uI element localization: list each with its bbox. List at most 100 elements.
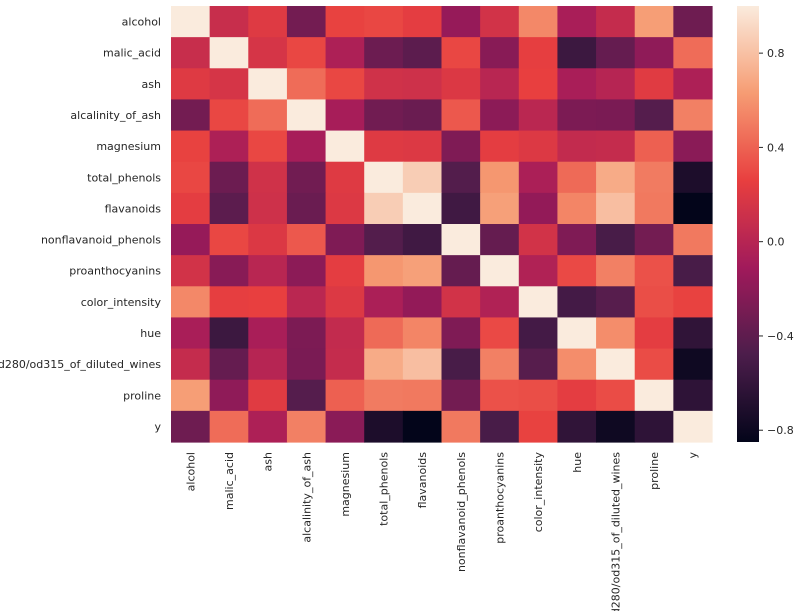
heatmap-cell	[596, 255, 636, 287]
heatmap-cell	[634, 379, 674, 412]
heatmap-cell	[557, 255, 597, 287]
heatmap-cell	[286, 99, 327, 132]
heatmap-cell	[518, 68, 559, 101]
heatmap-cell	[402, 224, 443, 256]
heatmap-cell	[673, 255, 713, 287]
column-tick-label: hue	[571, 452, 584, 473]
row-tick-label: ash	[142, 78, 161, 91]
heatmap-cell	[634, 255, 674, 287]
heatmap-cell	[171, 255, 211, 287]
heatmap-cell	[634, 348, 674, 381]
heatmap-cell	[634, 317, 674, 350]
heatmap-cell	[673, 68, 713, 101]
heatmap-cell	[325, 6, 365, 38]
row-tick-label: alcohol	[122, 16, 161, 29]
heatmap-cell	[325, 286, 365, 319]
heatmap-cell	[596, 379, 636, 412]
row-tick-label: proanthocyanins	[69, 265, 161, 278]
heatmap-cell	[634, 286, 674, 319]
colorbar-tick-label: 0.0	[767, 236, 785, 249]
heatmap-cell	[248, 410, 288, 443]
heatmap-cell	[364, 255, 404, 287]
heatmap-cell	[325, 410, 365, 443]
heatmap-cell	[596, 286, 636, 319]
heatmap-cell	[325, 37, 365, 69]
heatmap-cell	[557, 410, 597, 443]
heatmap-cell	[480, 410, 520, 443]
heatmap-cell	[286, 224, 327, 256]
column-tick-label: ash	[262, 452, 275, 471]
heatmap-cell	[596, 99, 636, 132]
heatmap-cell	[441, 6, 481, 38]
heatmap-cell	[248, 286, 288, 319]
heatmap-cell	[402, 130, 443, 163]
heatmap-cell	[402, 410, 443, 443]
column-tick-label: y	[687, 452, 700, 459]
heatmap-cell	[480, 99, 520, 132]
heatmap-cell	[634, 37, 674, 69]
heatmap-cell	[596, 68, 636, 101]
heatmap-cell	[209, 99, 249, 132]
heatmap-cell	[557, 348, 597, 381]
heatmap-cell	[518, 410, 559, 443]
heatmap-cell	[171, 224, 211, 256]
heatmap-cell	[248, 99, 288, 132]
heatmap-cell	[248, 130, 288, 163]
heatmap-cell	[480, 317, 520, 350]
heatmap-cell	[325, 348, 365, 381]
heatmap-cell	[518, 286, 559, 319]
heatmap-cell	[518, 317, 559, 350]
heatmap-cell	[209, 317, 249, 350]
heatmap-cell	[364, 130, 404, 163]
heatmap-cell	[557, 99, 597, 132]
heatmap-cell	[557, 379, 597, 412]
column-tick-labels: alcohol malic_acid ash alcalinity_of_ash mag…	[184, 452, 699, 611]
colorbar: −0.8 −0.4 0.0 0.4 0.8	[737, 6, 794, 442]
heatmap-cell	[171, 348, 211, 381]
heatmap-cell	[171, 37, 211, 69]
heatmap-cell	[673, 192, 713, 225]
heatmap-cell	[402, 192, 443, 225]
row-tick-label: malic_acid	[103, 47, 161, 60]
heatmap-cell	[480, 6, 520, 38]
colorbar-gradient	[737, 6, 759, 442]
heatmap-cell	[441, 410, 481, 443]
heatmap-cell	[518, 379, 559, 412]
heatmap-cell	[364, 192, 404, 225]
column-tick-label: color_intensity	[532, 452, 545, 533]
heatmap-cell	[248, 192, 288, 225]
heatmap-cell	[441, 161, 481, 194]
heatmap-cell	[286, 286, 327, 319]
heatmap-cell	[518, 161, 559, 194]
heatmap-cell	[325, 68, 365, 101]
heatmap-cell	[286, 68, 327, 101]
heatmap-cell	[518, 37, 559, 69]
heatmap-cell	[518, 99, 559, 132]
heatmap-cell	[209, 410, 249, 443]
heatmap-cell	[673, 348, 713, 381]
heatmap-cell	[518, 6, 559, 38]
heatmap-cell	[171, 99, 211, 132]
heatmap-cell	[557, 286, 597, 319]
colorbar-tick-label: 0.8	[767, 47, 785, 60]
heatmap-cell	[209, 68, 249, 101]
heatmap-cell	[480, 161, 520, 194]
heatmap-cell	[171, 192, 211, 225]
heatmap-cell	[518, 130, 559, 163]
heatmap-cell	[557, 37, 597, 69]
heatmap-cell	[673, 286, 713, 319]
heatmap-cell	[248, 348, 288, 381]
heatmap-cell	[441, 379, 481, 412]
heatmap-cell	[441, 348, 481, 381]
heatmap-cell	[480, 379, 520, 412]
heatmap-cell	[364, 410, 404, 443]
heatmap-cell	[402, 379, 443, 412]
heatmap-cell	[480, 348, 520, 381]
heatmap-cell	[596, 224, 636, 256]
heatmap-cell	[286, 410, 327, 443]
heatmap-cell	[673, 37, 713, 69]
heatmap-cell	[325, 224, 365, 256]
heatmap-cell	[248, 68, 288, 101]
row-tick-label: nonflavanoid_phenols	[41, 234, 161, 247]
